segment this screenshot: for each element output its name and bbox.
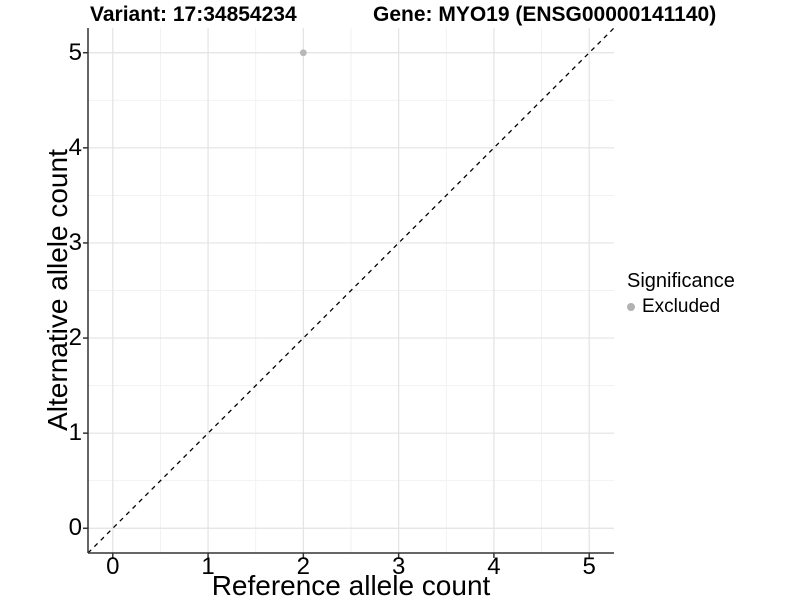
x-tick-label: 4 (487, 553, 501, 580)
y-tick-label: 4 (68, 133, 82, 161)
legend-title: Significance (627, 270, 735, 292)
legend-item-label: Excluded (642, 296, 721, 317)
x-tick-label: 0 (106, 553, 120, 580)
legend-item: Excluded (627, 296, 735, 318)
y-tick-label: 5 (68, 38, 82, 66)
legend-items: Excluded (627, 296, 735, 318)
gene-title: Gene: MYO19 (ENSG00000141140) (373, 3, 717, 26)
legend-marker-circle-icon (627, 303, 635, 312)
x-tick-label: 3 (391, 553, 406, 580)
y-tick-label: 3 (68, 228, 82, 256)
y-axis-title: Alternative allele count (42, 149, 73, 431)
identity-reference-line (87, 27, 615, 554)
y-tick-label: 1 (68, 419, 82, 447)
x-tick-label: 5 (582, 553, 596, 580)
plot-panel (83, 27, 615, 558)
x-tick-label: 1 (201, 553, 215, 580)
y-tick-label: 0 (68, 514, 82, 542)
data-point (299, 49, 307, 57)
x-axis-title: Reference allele count (211, 570, 491, 600)
variant-title: Variant: 17:34854234 (90, 3, 297, 26)
y-tick-label: 2 (68, 324, 82, 352)
legend: Significance Excluded (627, 270, 735, 318)
x-tick-label: 2 (296, 553, 311, 580)
